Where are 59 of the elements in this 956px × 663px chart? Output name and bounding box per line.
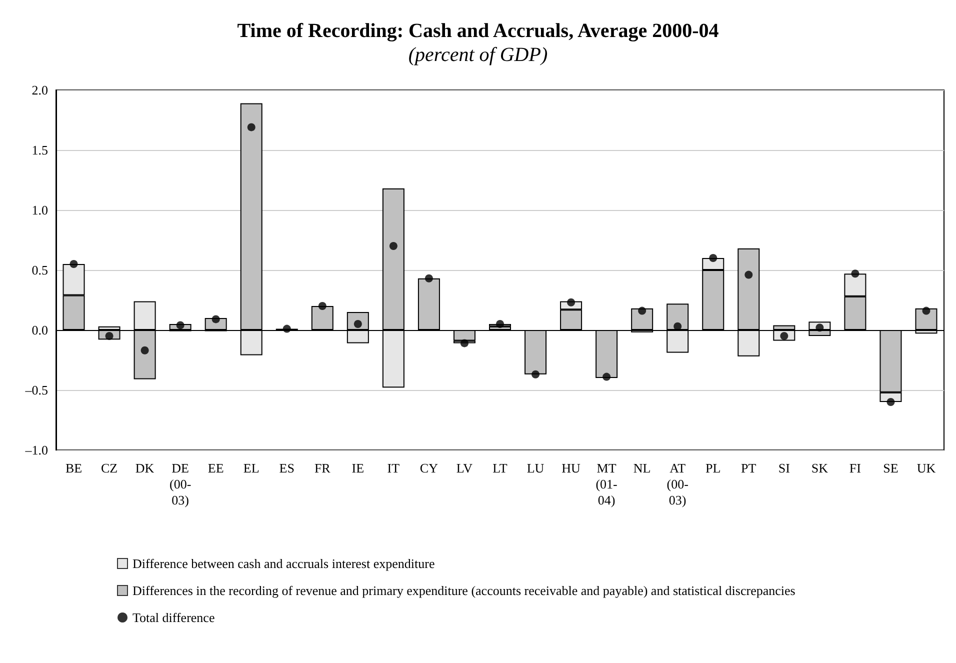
- x-tick-label: ES: [279, 460, 294, 476]
- x-tick-label: NL: [633, 460, 651, 476]
- x-tick-label: LU: [526, 460, 545, 476]
- x-tick-label: FR: [314, 460, 331, 476]
- point: [70, 260, 78, 268]
- legend-label: Differences in the recording of revenue and primary expenditure (accounts receivable and payable) and statistical discrepancies: [132, 583, 796, 598]
- point: [424, 274, 433, 282]
- legend-label: Difference between cash and accruals interest expenditure: [132, 556, 435, 571]
- point: [709, 254, 718, 262]
- bar: [631, 308, 654, 330]
- y-tick-label: 1.5: [32, 142, 48, 158]
- x-tick-label: IT: [387, 460, 400, 476]
- chart-subtitle: (percent of GDP): [408, 44, 548, 66]
- x-tick-label: CZ: [100, 460, 118, 476]
- bar: [915, 308, 938, 330]
- y-tick-label: 2.0: [32, 82, 48, 98]
- x-tick-label: SI: [778, 460, 790, 476]
- y-tick-label: 0.0: [32, 322, 48, 338]
- y-tick-label: –1.0: [24, 442, 48, 458]
- x-tick-label: SK: [811, 460, 829, 476]
- point: [247, 123, 256, 132]
- chart-title: Time of Recording: Cash and Accruals, Average 2000-04: [237, 20, 719, 42]
- x-tick-label: BE: [65, 460, 82, 476]
- point: [496, 320, 504, 328]
- x-tick-label: SE: [883, 460, 898, 476]
- point: [851, 270, 860, 278]
- point: [318, 302, 326, 310]
- point: [212, 315, 220, 324]
- point: [922, 306, 930, 315]
- x-tick-label: UK: [916, 460, 936, 476]
- point: [176, 321, 184, 330]
- x-tick-label: AT (00-03): [666, 460, 688, 508]
- point: [886, 398, 895, 406]
- x-tick-label: IE: [352, 460, 364, 476]
- point: [389, 242, 398, 250]
- y-tick-label: 1.0: [32, 202, 48, 218]
- x-tick-label: HU: [562, 460, 582, 476]
- point: [602, 372, 611, 381]
- point: [638, 306, 646, 315]
- x-tick-label: EL: [243, 460, 260, 476]
- x-tick-label: FI: [849, 460, 861, 476]
- x-tick-label: PT: [741, 460, 756, 476]
- point: [460, 339, 468, 348]
- x-tick-label: DE (00-03): [169, 460, 192, 508]
- point: [532, 370, 540, 378]
- x-tick-label: LV: [456, 460, 474, 476]
- y-tick-label: –0.5: [24, 382, 48, 398]
- point: [282, 324, 291, 333]
- point: [140, 346, 149, 354]
- x-tick-label: MT (01-04): [596, 460, 618, 508]
- x-tick-label: LT: [492, 460, 508, 476]
- x-tick-label: DK: [135, 460, 155, 476]
- point: [816, 324, 824, 332]
- point: [744, 270, 753, 279]
- x-tick-label: CY: [420, 460, 439, 476]
- y-tick-label: 0.5: [32, 262, 48, 278]
- legend-label: Total difference: [132, 610, 215, 625]
- x-tick-label: PL: [706, 460, 721, 476]
- x-tick-label: EE: [208, 460, 224, 476]
